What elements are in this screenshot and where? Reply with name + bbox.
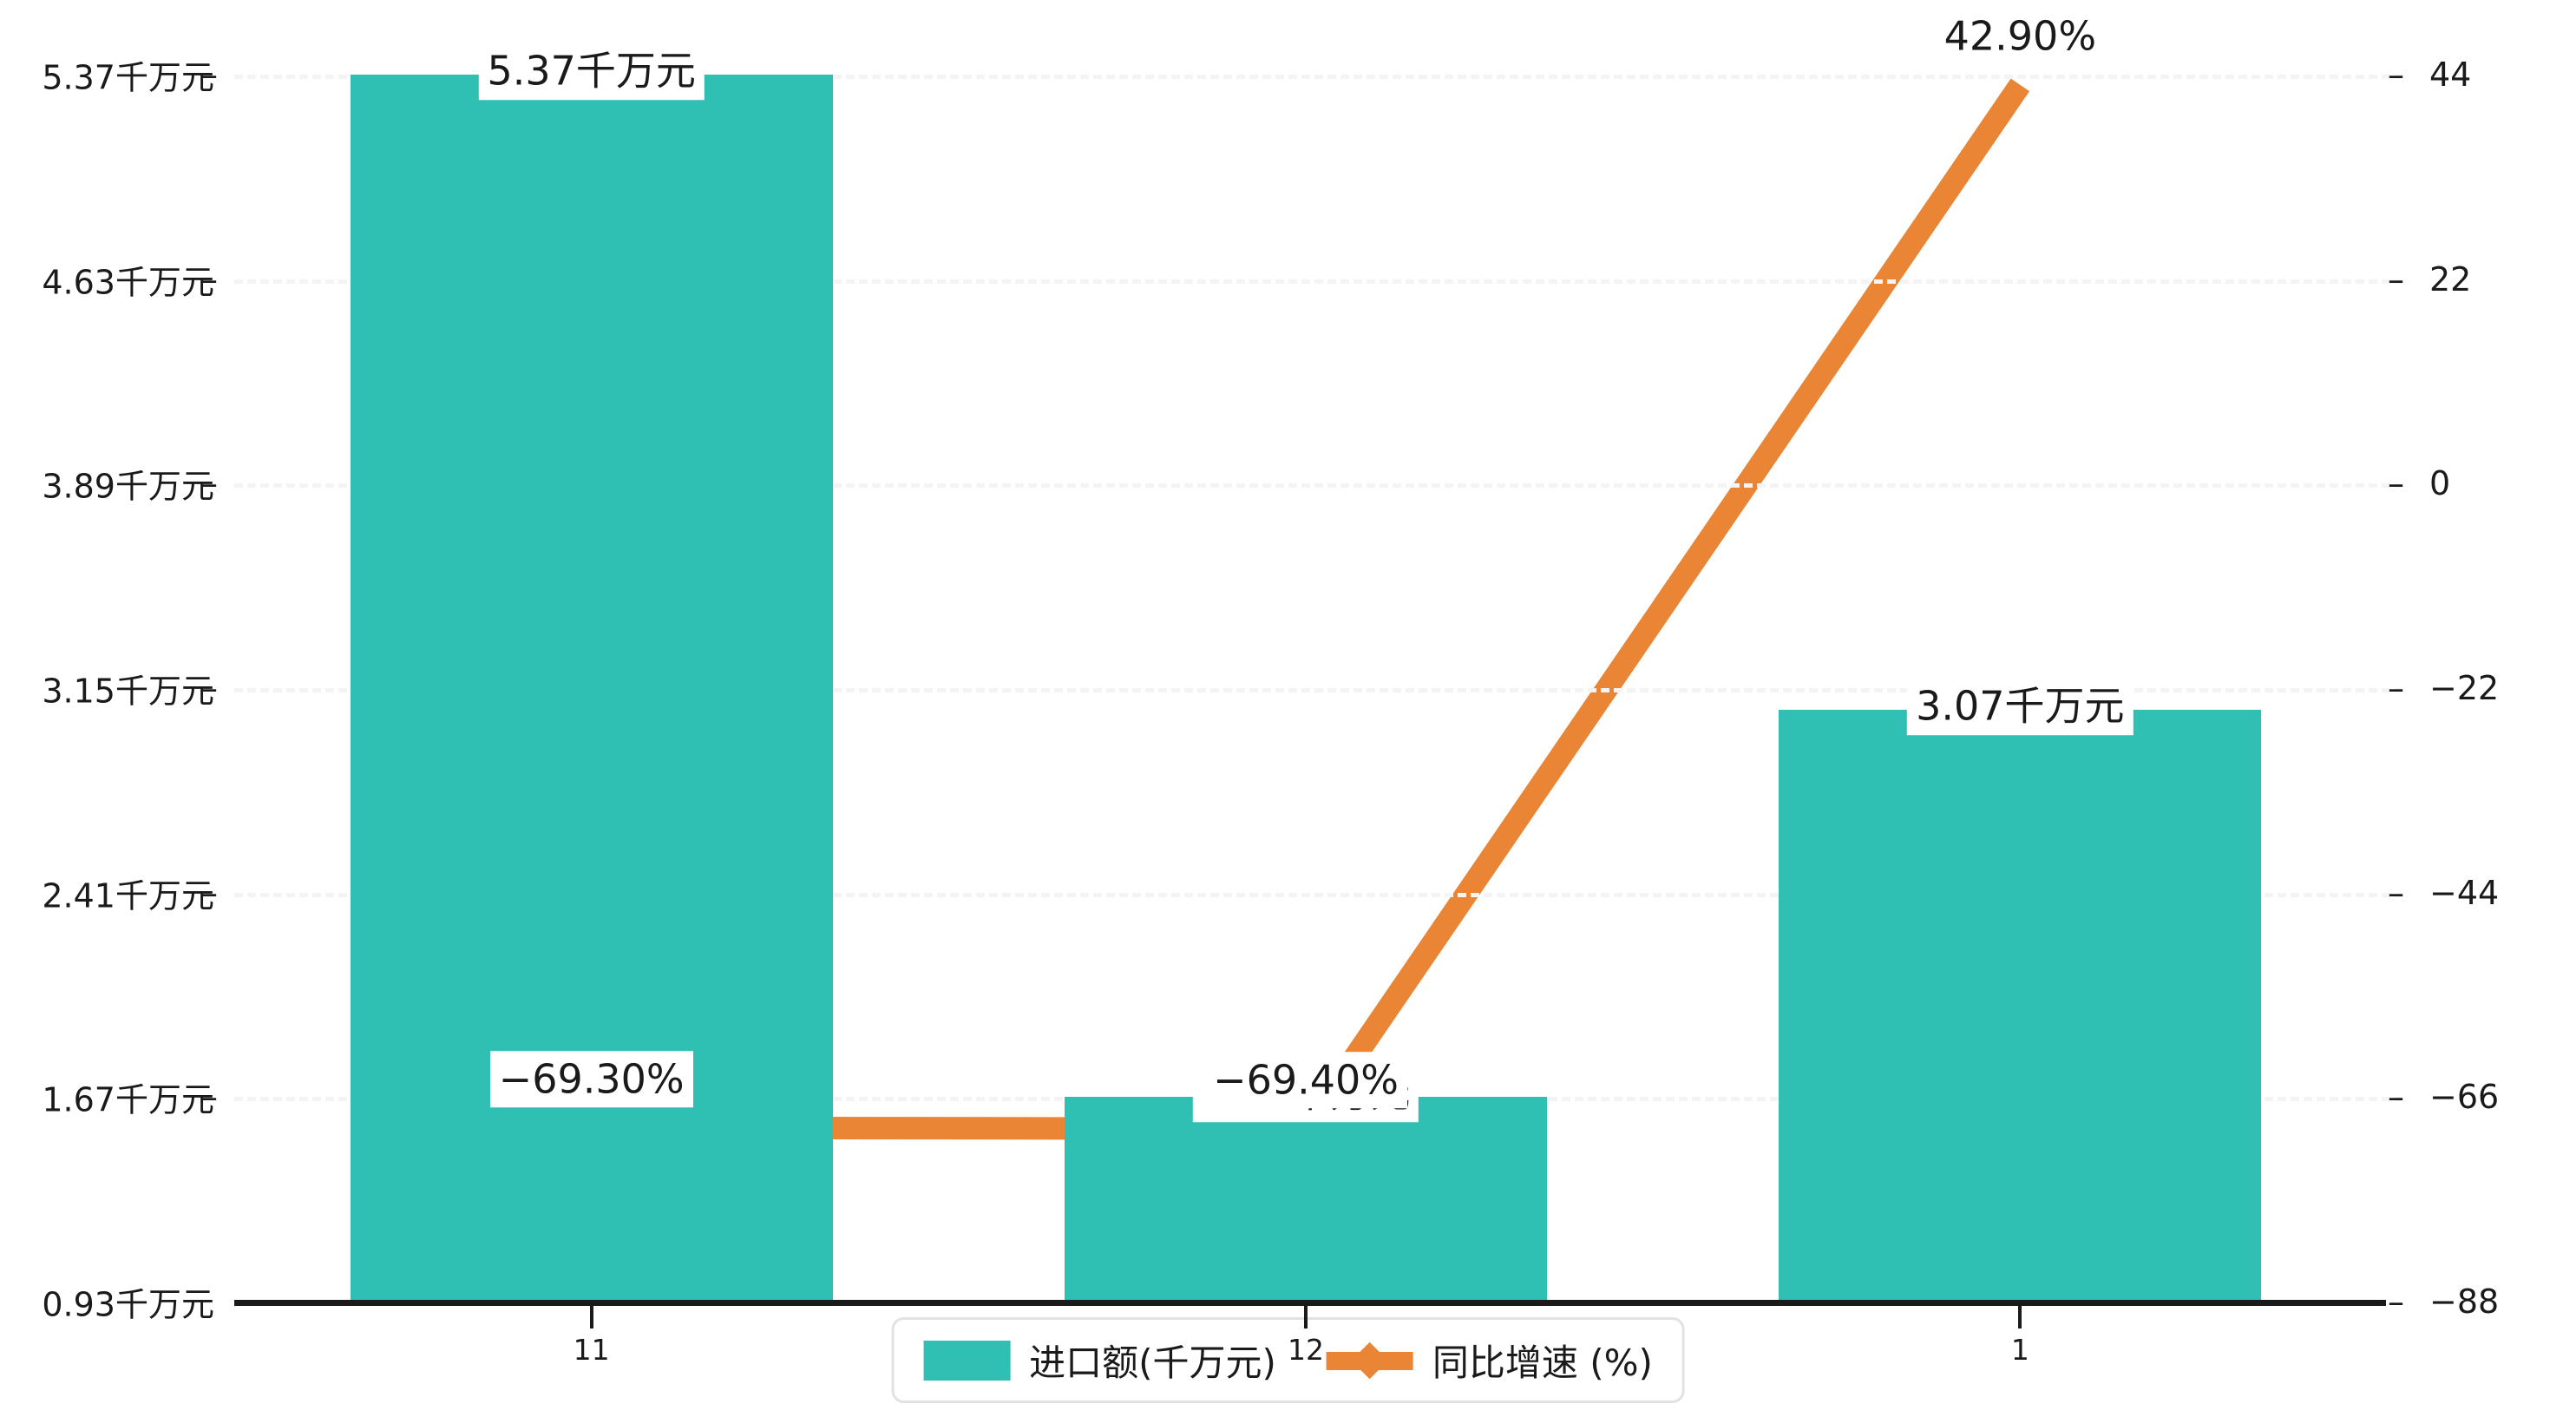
y-axis-left-label: 0.93千万元 <box>42 1285 214 1324</box>
bar-1[interactable] <box>1779 710 2262 1302</box>
y-axis-left-label: 5.37千万元 <box>42 58 214 97</box>
x-tick-label-11: 11 <box>573 1333 610 1367</box>
y-axis-left-tick-mark: – <box>201 669 218 707</box>
y-axis-left-label: 2.41千万元 <box>42 876 214 915</box>
legend-item-yoy-growth[interactable]: 同比增速 (%) <box>1326 1334 1653 1387</box>
x-axis-line <box>234 1300 2386 1306</box>
x-tick-mark <box>1304 1306 1308 1328</box>
line-value-label-12: −69.40% <box>1204 1052 1407 1109</box>
y-axis-right-label: −66 <box>2429 1078 2500 1117</box>
y-axis-right-label: −88 <box>2429 1283 2500 1321</box>
chart-legend[interactable]: 进口额(千万元) 同比增速 (%) <box>891 1317 1685 1403</box>
bar-11[interactable] <box>350 75 833 1302</box>
y-axis-right-label: 0 <box>2429 464 2451 503</box>
gridline <box>234 75 2403 79</box>
x-tick-label-1: 1 <box>2010 1333 2029 1367</box>
y-axis-left-tick-mark: – <box>201 1078 218 1117</box>
y-axis-right-tick-mark: – <box>2388 259 2404 298</box>
y-axis-right-label: −22 <box>2429 669 2500 707</box>
line-value-label-11: −69.30% <box>489 1050 693 1108</box>
y-axis-right-tick-mark: – <box>2388 1078 2404 1117</box>
y-axis-left-label: 3.15千万元 <box>42 672 214 711</box>
legend-item-import-amount[interactable]: 进口额(千万元) <box>923 1334 1276 1387</box>
x-tick-mark <box>2018 1306 2022 1328</box>
gridline <box>234 688 2403 692</box>
y-axis-left-tick-mark: – <box>201 56 218 94</box>
bar-value-label-1: 3.07千万元 <box>1907 678 2134 736</box>
y-axis-left-tick-mark: – <box>201 873 218 912</box>
y-axis-right-label: 22 <box>2429 259 2472 298</box>
legend-label-yoy-growth: 同比增速 (%) <box>1432 1342 1653 1384</box>
y-axis-right-label: 44 <box>2429 56 2472 94</box>
gridline <box>234 279 2403 284</box>
y-axis-left-label: 1.67千万元 <box>42 1080 214 1119</box>
y-axis-left-label: 3.89千万元 <box>42 467 214 506</box>
y-axis-left-tick-mark: – <box>201 259 218 298</box>
gridline <box>234 483 2403 489</box>
y-axis-right-tick-mark: – <box>2388 1283 2404 1321</box>
y-axis-right-tick-mark: – <box>2388 56 2404 94</box>
y-axis-right-tick-mark: – <box>2388 873 2404 912</box>
bar-12[interactable] <box>1065 1097 1547 1302</box>
x-tick-label-12: 12 <box>1288 1333 1324 1367</box>
y-axis-right-tick-mark: – <box>2388 464 2404 503</box>
gridline <box>234 892 2403 897</box>
y-axis-left-tick-mark: – <box>201 464 218 503</box>
bar-value-label-11: 5.37千万元 <box>478 43 705 100</box>
y-axis-right-label: −44 <box>2429 873 2500 912</box>
x-tick-mark <box>589 1306 593 1328</box>
line-marker-icon <box>1326 1341 1413 1381</box>
legend-label-import-amount: 进口额(千万元) <box>1029 1342 1276 1384</box>
bar-swatch-icon <box>923 1340 1011 1381</box>
y-axis-left-label: 4.63千万元 <box>42 263 214 302</box>
line-value-label-1: 42.90% <box>1935 8 2106 65</box>
y-axis-right-tick-mark: – <box>2388 669 2404 707</box>
